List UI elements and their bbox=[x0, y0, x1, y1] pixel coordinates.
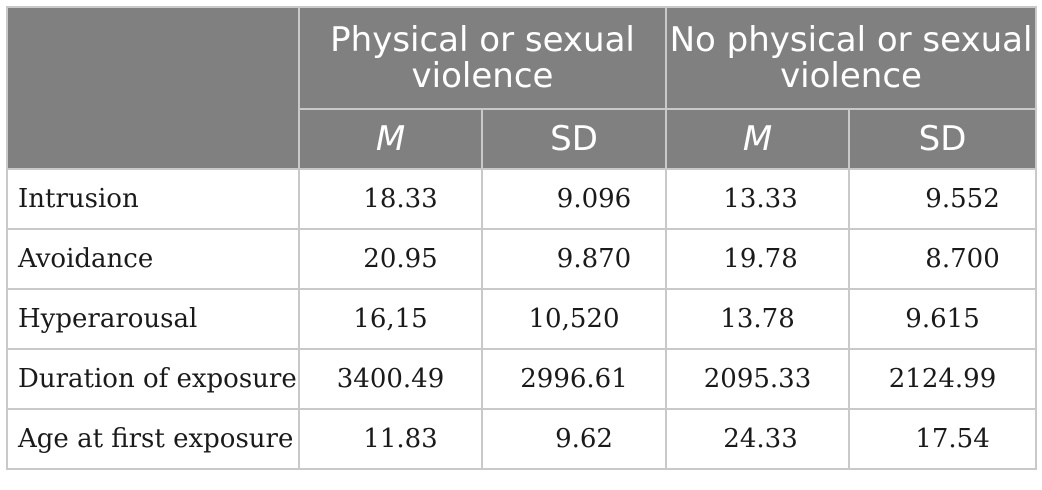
table-cell: 11.83 bbox=[298, 408, 483, 470]
table-cell: 3400.49 bbox=[298, 348, 483, 410]
table-cell: 19.78 bbox=[665, 228, 851, 290]
table-row: Hyperarousal 16,15 10,520 13.78 9.615 bbox=[6, 288, 1038, 350]
table-cell: 13.33 bbox=[665, 168, 851, 230]
table-cell: 9.870 bbox=[480, 228, 668, 290]
table-cell: 24.33 bbox=[665, 408, 851, 470]
sub-header-mean-no-violence: M bbox=[665, 108, 851, 170]
sub-header-sd-violence: SD bbox=[480, 108, 668, 170]
table-cell: 20.95 bbox=[298, 228, 483, 290]
row-label: Hyperarousal bbox=[6, 288, 300, 350]
group-header-no-violence: No physical or sexual violence bbox=[665, 6, 1038, 110]
row-label: Duration of exposure bbox=[6, 348, 300, 410]
table-cell: 18.33 bbox=[298, 168, 483, 230]
table-cell: 17.54 bbox=[848, 408, 1038, 470]
sub-header-sd-no-violence: SD bbox=[848, 108, 1038, 170]
table-cell: 10,520 bbox=[480, 288, 668, 350]
sub-header-mean-violence: M bbox=[298, 108, 483, 170]
table-row: Age at first exposure 11.83 9.62 24.33 1… bbox=[6, 408, 1038, 470]
table-cell: 16,15 bbox=[298, 288, 483, 350]
sub-header-row: M SD M SD bbox=[7, 108, 1038, 170]
table-row: Intrusion 18.33 9.096 13.33 9.552 bbox=[6, 168, 1038, 230]
group-header-violence: Physical or sexual violence bbox=[297, 6, 668, 110]
table-cell: 2996.61 bbox=[480, 348, 668, 410]
table-cell: 2095.33 bbox=[665, 348, 851, 410]
table-cell: 9.615 bbox=[848, 288, 1038, 350]
table-cell: 9.552 bbox=[848, 168, 1038, 230]
table-cell: 8.700 bbox=[848, 228, 1038, 290]
table-cell: 2124.99 bbox=[848, 348, 1038, 410]
row-label: Age at first exposure bbox=[6, 408, 300, 470]
table-cell: 9.096 bbox=[480, 168, 668, 230]
row-label: Avoidance bbox=[6, 228, 300, 290]
table-row: Avoidance 20.95 9.870 19.78 8.700 bbox=[6, 228, 1038, 290]
table-row: Duration of exposure 3400.49 2996.61 209… bbox=[6, 348, 1038, 410]
row-label: Intrusion bbox=[6, 168, 300, 230]
table-cell: 13.78 bbox=[665, 288, 851, 350]
corner-header-cell bbox=[6, 6, 300, 170]
statistics-table: Physical or sexual violence No physical … bbox=[6, 6, 1038, 470]
table-cell: 9.62 bbox=[480, 408, 668, 470]
group-header-row: Physical or sexual violence No physical … bbox=[6, 6, 1038, 170]
